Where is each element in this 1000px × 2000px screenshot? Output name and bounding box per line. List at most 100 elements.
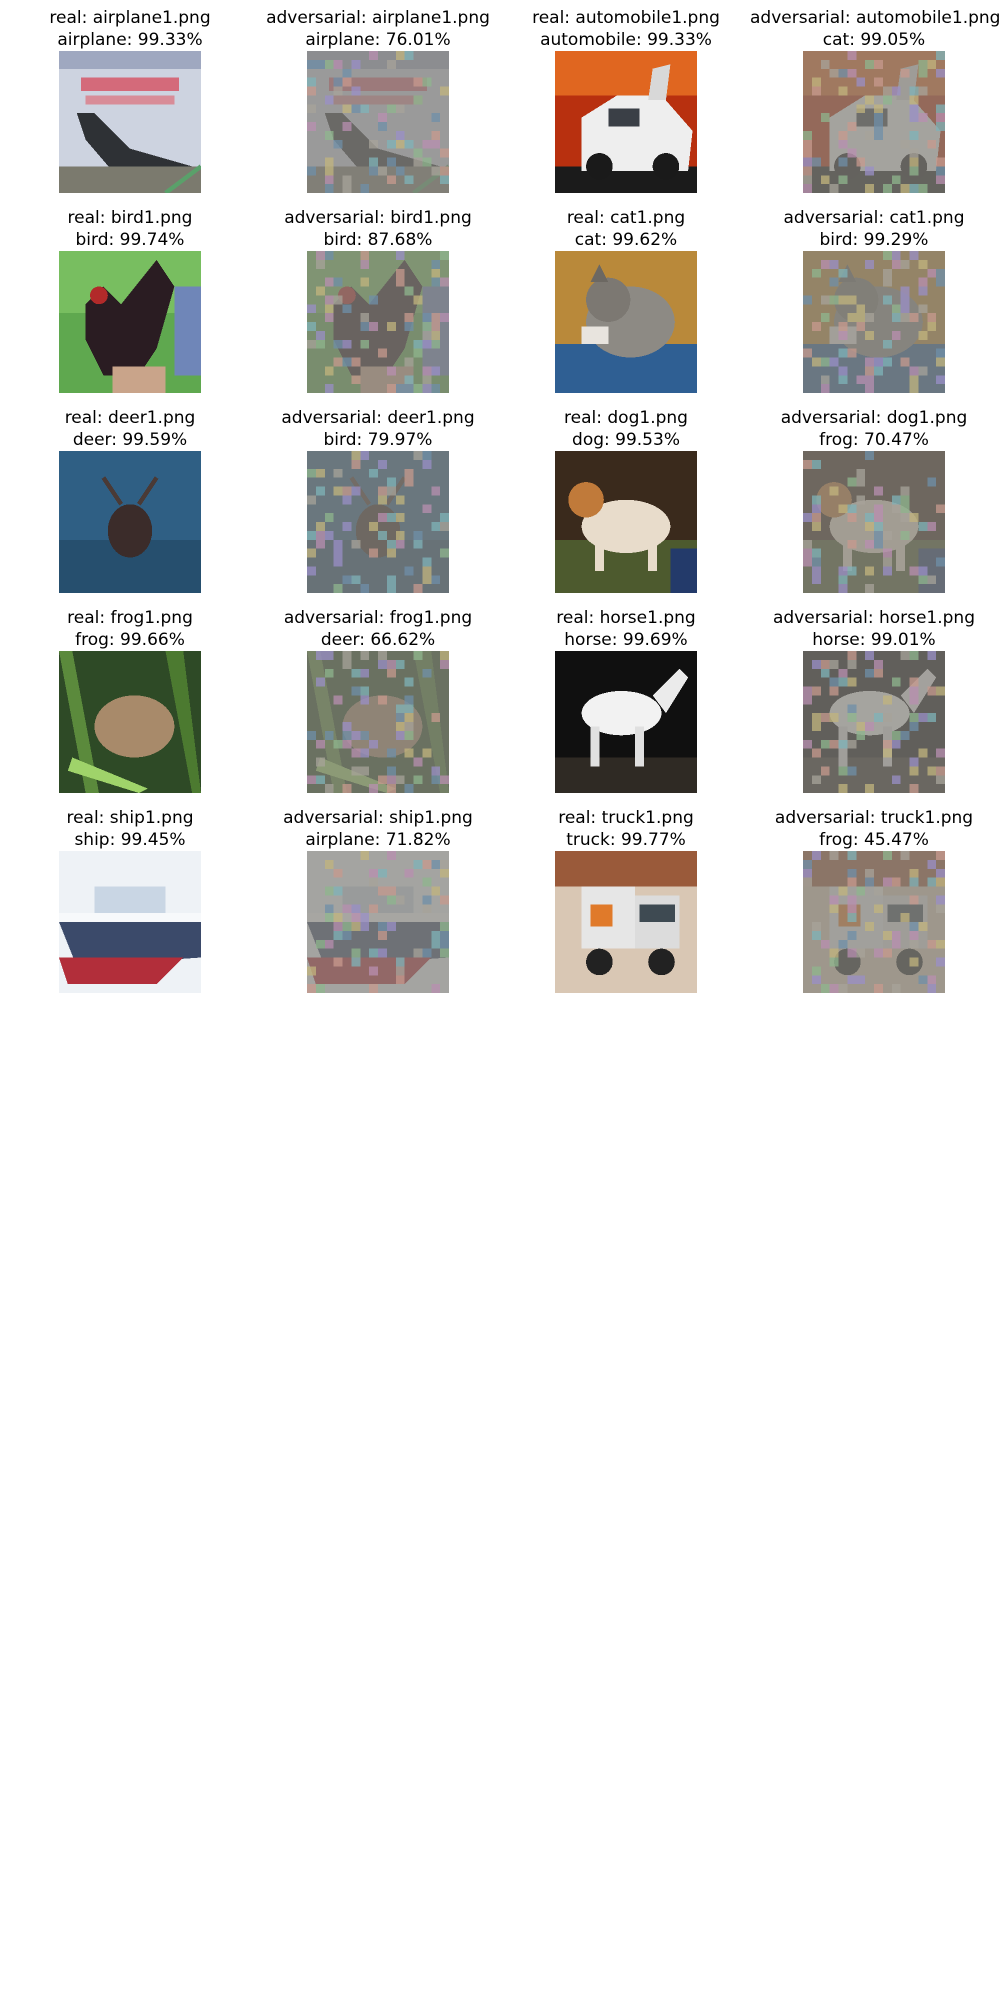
adversarial-image-cat <box>803 251 945 393</box>
panel-caption: adversarial: deer1.png bird: 79.97% <box>254 407 502 451</box>
real-panel-ship: real: ship1.png ship: 99.45% <box>6 807 254 1007</box>
real-image-bird <box>59 251 201 393</box>
panel-prediction: cat: 99.05% <box>822 30 926 50</box>
adversarial-image-truck <box>803 851 945 993</box>
adversarial-image-frog <box>307 651 449 793</box>
panel-prediction: truck: 99.77% <box>566 830 686 850</box>
panel-filename: real: deer1.png <box>64 408 196 428</box>
adversarial-panel-horse: adversarial: horse1.png horse: 99.01% <box>750 607 998 807</box>
panel-filename: real: frog1.png <box>67 608 193 628</box>
adversarial-image-ship <box>307 851 449 993</box>
panel-filename: real: automobile1.png <box>532 8 720 28</box>
real-panel-bird: real: bird1.png bird: 99.74% <box>6 207 254 407</box>
panel-prediction: bird: 79.97% <box>323 430 433 450</box>
panel-caption: adversarial: frog1.png deer: 66.62% <box>254 607 502 651</box>
real-image-deer <box>59 451 201 593</box>
panel-filename: adversarial: dog1.png <box>780 408 968 428</box>
panel-prediction: automobile: 99.33% <box>540 30 712 50</box>
panel-prediction: dog: 99.53% <box>572 430 680 450</box>
real-panel-dog: real: dog1.png dog: 99.53% <box>502 407 750 607</box>
real-panel-frog: real: frog1.png frog: 99.66% <box>6 607 254 807</box>
panel-filename: real: dog1.png <box>564 408 688 428</box>
panel-prediction: frog: 70.47% <box>819 430 929 450</box>
panel-filename: adversarial: deer1.png <box>281 408 475 428</box>
adversarial-image-bird <box>307 251 449 393</box>
panel-caption: adversarial: automobile1.png cat: 99.05% <box>750 7 1000 51</box>
adversarial-panel-cat: adversarial: cat1.png bird: 99.29% <box>750 207 998 407</box>
panel-caption: real: ship1.png ship: 99.45% <box>6 807 254 851</box>
panel-filename: real: airplane1.png <box>49 8 211 28</box>
adversarial-image-automobile <box>803 51 945 193</box>
real-image-cat <box>555 251 697 393</box>
real-image-horse <box>555 651 697 793</box>
adversarial-image-deer <box>307 451 449 593</box>
panel-prediction: horse: 99.01% <box>812 630 936 650</box>
panel-filename: real: truck1.png <box>558 808 694 828</box>
panel-caption: adversarial: horse1.png horse: 99.01% <box>750 607 998 651</box>
real-image-frog <box>59 651 201 793</box>
panel-caption: adversarial: truck1.png frog: 45.47% <box>750 807 998 851</box>
real-panel-airplane: real: airplane1.png airplane: 99.33% <box>6 7 254 207</box>
adversarial-image-airplane <box>307 51 449 193</box>
panel-caption: real: horse1.png horse: 99.69% <box>502 607 750 651</box>
adversarial-panel-airplane: adversarial: airplane1.png airplane: 76.0… <box>254 7 502 207</box>
panel-caption: real: deer1.png deer: 99.59% <box>6 407 254 451</box>
panel-caption: real: airplane1.png airplane: 99.33% <box>6 7 254 51</box>
panel-filename: adversarial: cat1.png <box>783 208 965 228</box>
panel-caption: real: dog1.png dog: 99.53% <box>502 407 750 451</box>
real-image-automobile <box>555 51 697 193</box>
panel-prediction: bird: 99.29% <box>819 230 929 250</box>
panel-prediction: frog: 99.66% <box>75 630 185 650</box>
panel-prediction: bird: 99.74% <box>75 230 185 250</box>
adversarial-image-dog <box>803 451 945 593</box>
panel-prediction: deer: 99.59% <box>72 430 188 450</box>
panel-prediction: bird: 87.68% <box>323 230 433 250</box>
panel-prediction: ship: 99.45% <box>74 830 186 850</box>
panel-prediction: cat: 99.62% <box>574 230 678 250</box>
adversarial-panel-bird: adversarial: bird1.png bird: 87.68% <box>254 207 502 407</box>
panel-caption: adversarial: dog1.png frog: 70.47% <box>750 407 998 451</box>
panel-filename: adversarial: automobile1.png <box>750 8 1000 28</box>
adversarial-panel-automobile: adversarial: automobile1.png cat: 99.05% <box>750 7 1000 207</box>
panel-prediction: frog: 45.47% <box>819 830 929 850</box>
panel-filename: real: bird1.png <box>67 208 193 228</box>
panel-filename: adversarial: airplane1.png <box>266 8 490 28</box>
panel-filename: adversarial: truck1.png <box>774 808 974 828</box>
adversarial-panel-dog: adversarial: dog1.png frog: 70.47% <box>750 407 998 607</box>
panel-caption: real: bird1.png bird: 99.74% <box>6 207 254 251</box>
panel-caption: adversarial: ship1.png airplane: 71.82% <box>254 807 502 851</box>
real-panel-automobile: real: automobile1.png automobile: 99.33% <box>502 7 750 207</box>
panel-caption: adversarial: airplane1.png airplane: 76.0… <box>254 7 502 51</box>
adversarial-panel-truck: adversarial: truck1.png frog: 45.47% <box>750 807 998 1007</box>
panel-caption: adversarial: bird1.png bird: 87.68% <box>254 207 502 251</box>
panel-prediction: airplane: 99.33% <box>57 30 203 50</box>
adversarial-panel-ship: adversarial: ship1.png airplane: 71.82% <box>254 807 502 1007</box>
panel-prediction: deer: 66.62% <box>320 630 436 650</box>
real-panel-cat: real: cat1.png cat: 99.62% <box>502 207 750 407</box>
real-image-dog <box>555 451 697 593</box>
real-image-truck <box>555 851 697 993</box>
panel-caption: real: automobile1.png automobile: 99.33% <box>502 7 750 51</box>
panel-prediction: horse: 99.69% <box>564 630 688 650</box>
panel-filename: real: cat1.png <box>566 208 686 228</box>
panel-filename: adversarial: bird1.png <box>284 208 472 228</box>
real-panel-horse: real: horse1.png horse: 99.69% <box>502 607 750 807</box>
panel-filename: adversarial: ship1.png <box>283 808 473 828</box>
panel-filename: real: ship1.png <box>66 808 194 828</box>
panel-filename: adversarial: horse1.png <box>772 608 976 628</box>
real-image-ship <box>59 851 201 993</box>
real-image-airplane <box>59 51 201 193</box>
adversarial-image-horse <box>803 651 945 793</box>
panel-caption: real: frog1.png frog: 99.66% <box>6 607 254 651</box>
real-panel-deer: real: deer1.png deer: 99.59% <box>6 407 254 607</box>
panel-caption: adversarial: cat1.png bird: 99.29% <box>750 207 998 251</box>
panel-caption: real: truck1.png truck: 99.77% <box>502 807 750 851</box>
adversarial-panel-deer: adversarial: deer1.png bird: 79.97% <box>254 407 502 607</box>
panel-filename: adversarial: frog1.png <box>283 608 473 628</box>
panel-caption: real: cat1.png cat: 99.62% <box>502 207 750 251</box>
adversarial-panel-frog: adversarial: frog1.png deer: 66.62% <box>254 607 502 807</box>
panel-prediction: airplane: 76.01% <box>305 30 451 50</box>
panel-prediction: airplane: 71.82% <box>305 830 451 850</box>
panel-filename: real: horse1.png <box>556 608 696 628</box>
